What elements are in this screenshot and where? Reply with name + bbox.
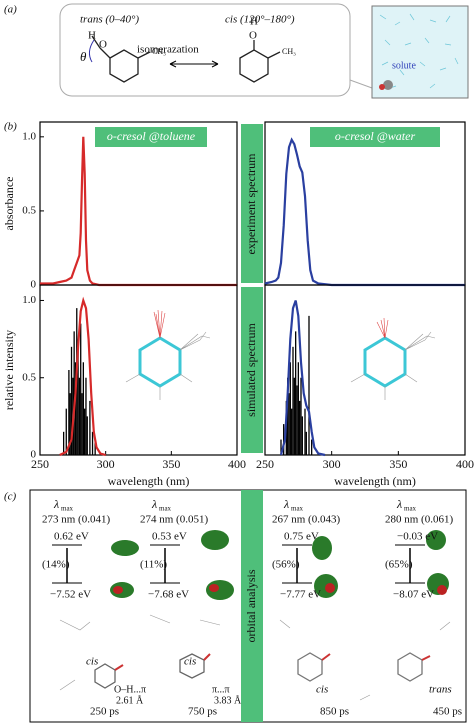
lambda-sub: max	[61, 505, 74, 513]
y-tick-label: 0.5	[22, 371, 36, 383]
atom: H	[88, 30, 96, 42]
orbitals	[110, 530, 449, 600]
conformer: cis	[184, 656, 196, 668]
x-tick-label: 300	[97, 457, 115, 471]
series-line	[40, 136, 237, 287]
title-box	[95, 127, 207, 147]
trans-label: trans (0–40°)	[80, 14, 139, 26]
x-tick-label: 400	[228, 457, 246, 471]
lumo: 0.53 eV	[152, 531, 187, 543]
lumo: 0.75 eV	[284, 531, 319, 543]
atom: H	[250, 16, 258, 28]
homo: −7.77 eV	[280, 589, 321, 601]
ring	[109, 49, 139, 83]
row-band	[241, 287, 263, 453]
row-band	[241, 124, 263, 283]
y-tick-label: 1.0	[22, 130, 36, 142]
conformer: trans	[429, 684, 452, 696]
row-label: simulated spectrum	[244, 323, 258, 417]
theta: θ	[80, 49, 87, 64]
peak: 273 nm (0.041)	[42, 514, 110, 526]
time: 450 ps	[433, 706, 462, 718]
plot-frame	[264, 284, 466, 456]
weight: (56%)	[272, 559, 300, 571]
lambda: λ	[396, 497, 402, 511]
lambda: λ	[151, 497, 157, 511]
homo: −8.07 eV	[393, 589, 434, 601]
structures	[59, 614, 451, 701]
time: 850 ps	[320, 706, 349, 718]
conformer: cis	[86, 656, 98, 668]
lambda-sub: max	[159, 505, 172, 513]
series-line	[264, 137, 465, 287]
distance: 3.83 Å	[214, 694, 242, 706]
atom: O	[99, 39, 107, 51]
solvent	[379, 13, 459, 89]
bonds	[91, 35, 151, 59]
lambda-sub: max	[404, 505, 417, 513]
atom: O	[249, 30, 257, 42]
band	[241, 490, 263, 722]
lumo: −0.03 eV	[397, 531, 438, 543]
lambda: λ	[53, 497, 59, 511]
x-tick-label: 300	[323, 457, 341, 471]
lambda-sub: max	[291, 505, 304, 513]
atom: CH₃	[282, 47, 296, 56]
peak: 274 nm (0.051)	[140, 514, 208, 526]
lambda: λ	[283, 497, 289, 511]
callout	[349, 79, 373, 89]
x-tick-label: 350	[162, 457, 180, 471]
chart-title: o-cresol @water	[335, 129, 416, 143]
y-tick-label: 0	[31, 279, 37, 291]
arrow-label: isomerazation	[137, 44, 199, 56]
peak: 280 nm (0.061)	[385, 514, 453, 526]
solute-mol	[383, 80, 393, 90]
time: 250 ps	[90, 706, 119, 718]
contact: π...π	[212, 684, 230, 695]
solute-label: solute	[392, 60, 416, 71]
distance: 2.61 Å	[116, 694, 144, 706]
atom: CH₃	[152, 47, 166, 56]
y-axis-label: relative intensity	[2, 330, 16, 410]
angle-arc	[88, 39, 95, 63]
band-label: orbital analysis	[244, 569, 258, 642]
x-tick-label: 350	[389, 457, 407, 471]
x-tick-label: 250	[256, 457, 274, 471]
solute-mol	[379, 84, 385, 90]
cis-label: cis (120°–180°)	[225, 14, 295, 26]
series-line	[279, 300, 326, 457]
row-label: experiment spectrum	[244, 153, 258, 255]
homo: −7.68 eV	[148, 589, 189, 601]
series-line	[59, 296, 106, 457]
peak: 267 nm (0.043)	[272, 514, 340, 526]
x-axis-label: wavelength (nm)	[108, 474, 190, 488]
panel-label: (c)	[4, 491, 17, 503]
contact: O–H...π	[114, 684, 146, 695]
homo: −7.52 eV	[50, 589, 91, 601]
x-tick-label: 250	[31, 457, 49, 471]
chart-title: o-cresol @toluene	[107, 129, 196, 143]
y-axis-label: absorbance	[2, 177, 16, 231]
weight: (14%)	[42, 559, 70, 571]
y-tick-label: 0.5	[22, 204, 36, 216]
x-axis-label: wavelength (nm)	[334, 474, 416, 488]
title-box	[310, 127, 440, 147]
y-tick-label: 0	[31, 449, 37, 461]
x-tick-label: 400	[456, 457, 474, 471]
weight: (11%)	[140, 559, 167, 571]
bonds	[253, 40, 281, 59]
panel-label: (b)	[4, 121, 17, 133]
weight: (65%)	[385, 559, 413, 571]
y-tick-label: 1.0	[22, 294, 36, 306]
arrow	[169, 60, 219, 68]
scheme-box	[59, 3, 351, 97]
panel-label: (a)	[4, 4, 17, 16]
lumo: 0.62 eV	[54, 531, 89, 543]
plot-frame	[39, 284, 238, 456]
time: 750 ps	[188, 706, 217, 718]
conformer: cis	[316, 684, 328, 696]
structure	[125, 309, 436, 400]
